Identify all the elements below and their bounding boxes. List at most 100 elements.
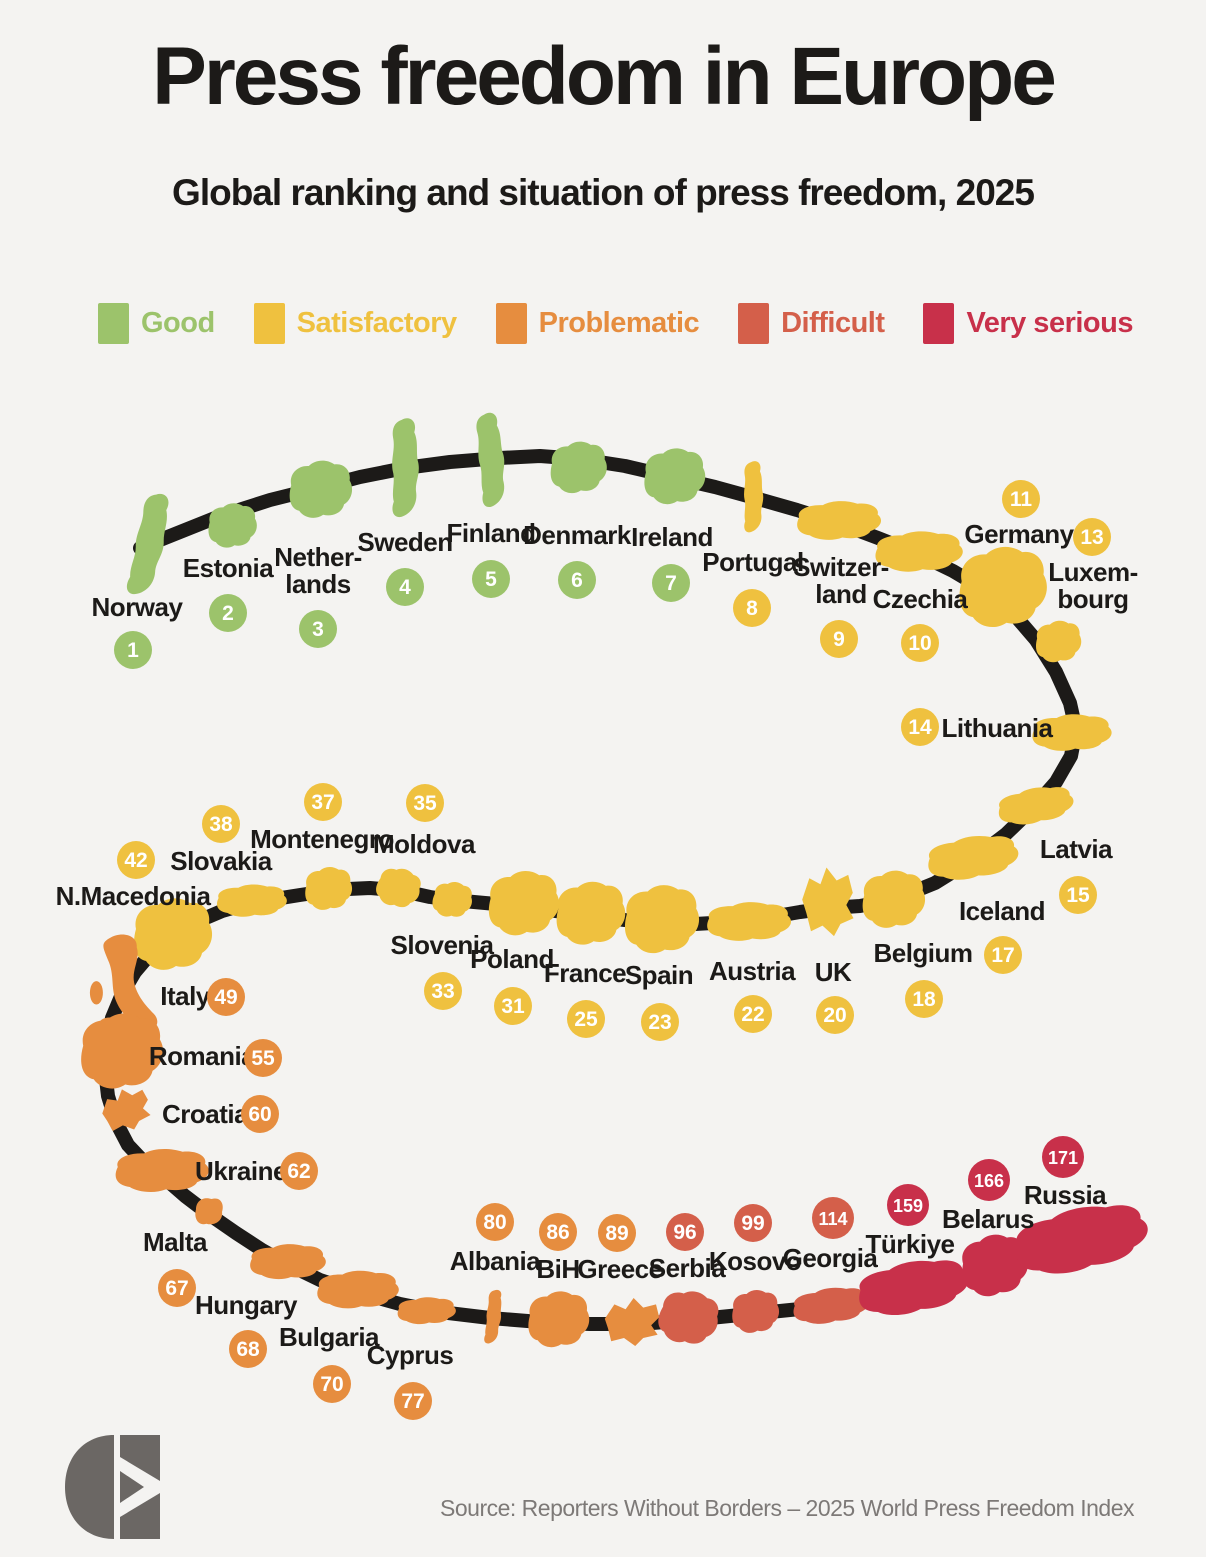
rank-badge-number: 80 xyxy=(483,1211,506,1234)
country-label-Lithuania: Lithuania xyxy=(941,713,1053,743)
page-subtitle: Global ranking and situation of press fr… xyxy=(172,172,1035,213)
rank-badge-number: 96 xyxy=(673,1221,696,1244)
legend-item-very_serious: Very serious xyxy=(923,303,1133,344)
country-label-BiH: BiH xyxy=(536,1254,579,1284)
rank-badge-circle xyxy=(820,620,858,658)
country-shape-Netherlands xyxy=(289,460,353,518)
country-label-Bulgaria: Bulgaria xyxy=(279,1322,380,1352)
country-label-Russia: Russia xyxy=(1024,1180,1107,1210)
legend-item-satisfactory: Satisfactory xyxy=(253,303,457,344)
country-label-Hungary: Hungary xyxy=(195,1290,298,1320)
country-label-Switzerland: Switzer-land xyxy=(793,552,889,609)
rank-badge-Netherlands: 3 xyxy=(299,610,337,648)
rank-badge-number: 25 xyxy=(574,1008,598,1031)
rank-badge-circle xyxy=(901,624,939,662)
rank-badge-circle xyxy=(641,1003,679,1041)
country-label-Greece: Greece xyxy=(577,1254,662,1284)
country-shape-Denmark xyxy=(550,441,607,494)
legend-item-difficult: Difficult xyxy=(738,303,885,344)
rank-badge-number: 166 xyxy=(974,1171,1004,1191)
country-shape-Latvia xyxy=(995,782,1076,829)
rank-badge-Spain: 23 xyxy=(641,1003,679,1041)
country-label-Slovakia: Slovakia xyxy=(170,846,273,876)
country-label-Georgia: Georgia xyxy=(783,1243,879,1273)
country-label-Albania: Albania xyxy=(450,1246,541,1276)
country-label-France: France xyxy=(544,958,626,988)
country-label-Netherlands: Nether-lands xyxy=(274,542,362,599)
rank-badge-Czechia: 10 xyxy=(901,624,939,662)
rank-badge-number: 62 xyxy=(287,1160,310,1183)
rank-badge-circle xyxy=(539,1213,577,1251)
legend-swatch-satisfactory xyxy=(253,303,285,344)
country-shape-Montenegro xyxy=(305,866,353,910)
legend-label: Problematic xyxy=(538,307,700,339)
rank-badge-circle xyxy=(280,1152,318,1190)
rank-badge-Austria: 22 xyxy=(734,995,772,1033)
rank-badge-circle xyxy=(901,708,939,746)
rank-badge-number: 42 xyxy=(124,849,147,872)
rank-badge-circle xyxy=(394,1382,432,1420)
rank-badge-number: 55 xyxy=(251,1047,275,1070)
rank-badge-circle xyxy=(202,805,240,843)
country-shape-UK xyxy=(799,865,857,939)
rank-badge-number: 1 xyxy=(127,639,139,662)
rank-badge-number: 18 xyxy=(912,988,936,1011)
rank-badge-number: 2 xyxy=(222,602,234,625)
rank-badge-circle xyxy=(652,564,690,602)
rank-badge-Latvia: 15 xyxy=(1059,876,1097,914)
rank-badge-Slovenia: 33 xyxy=(424,972,462,1010)
rank-badge-circle xyxy=(406,784,444,822)
rank-badge-number: 14 xyxy=(908,716,932,739)
rank-badge-circle xyxy=(887,1184,929,1226)
country-label-Austria: Austria xyxy=(709,956,796,986)
rank-badge-number: 68 xyxy=(236,1338,260,1361)
rank-badge-number: 23 xyxy=(648,1011,671,1034)
rank-badge-number: 67 xyxy=(165,1277,188,1300)
country-label-Romania: Romania xyxy=(149,1041,256,1071)
rank-badge-circle xyxy=(905,980,943,1018)
rank-badge-Germany: 11 xyxy=(1002,480,1040,518)
rank-badge-Ukraine: 62 xyxy=(280,1152,318,1190)
rank-badge-number: 10 xyxy=(908,632,931,655)
legend-swatch-difficult xyxy=(738,303,770,344)
legend-swatch-problematic xyxy=(495,303,527,344)
country-label-Cyprus: Cyprus xyxy=(367,1340,454,1370)
rank-badge-circle xyxy=(494,987,532,1025)
country-label-Germany: Germany xyxy=(964,519,1074,549)
country-label-N.Macedonia: N.Macedonia xyxy=(56,881,212,911)
country-label-Luxembourg: Luxem-bourg xyxy=(1048,557,1137,614)
country-label-Moldova: Moldova xyxy=(373,829,476,859)
rank-badge-circle xyxy=(209,594,247,632)
rank-badge-Malta: 67 xyxy=(158,1269,196,1307)
country-shape-Georgia xyxy=(791,1284,871,1327)
rank-badge-circle xyxy=(734,995,772,1033)
rank-badge-UK: 20 xyxy=(816,996,854,1034)
page-title: Press freedom in Europe xyxy=(152,31,1057,122)
country-shape-Iceland xyxy=(925,831,1021,884)
legend-label: Good xyxy=(141,307,215,339)
rank-badge-number: 99 xyxy=(741,1212,764,1235)
rank-badge-circle xyxy=(476,1203,514,1241)
rank-badge-N.Macedonia: 42 xyxy=(117,841,155,879)
rank-badge-Norway: 1 xyxy=(114,631,152,669)
rank-badge-number: 8 xyxy=(746,597,758,620)
rank-badge-circle xyxy=(386,568,424,606)
rank-badge-circle xyxy=(1002,480,1040,518)
country-label-Slovenia: Slovenia xyxy=(391,930,495,960)
rank-badge-BiH: 86 xyxy=(539,1213,577,1251)
rank-badge-circle xyxy=(472,560,510,598)
country-label-Montenegro: Montenegro xyxy=(250,824,394,854)
rank-badge-number: 15 xyxy=(1066,884,1090,907)
country-label-Finland: Finland xyxy=(447,518,536,548)
legend-item-good: Good xyxy=(98,303,215,344)
rank-badge-Belgium: 18 xyxy=(905,980,943,1018)
rank-badge-circle xyxy=(304,783,342,821)
rank-badge-Ireland: 7 xyxy=(652,564,690,602)
rank-badge-number: 60 xyxy=(248,1103,271,1126)
country-shape-Sweden xyxy=(389,417,421,518)
rank-badge-Türkiye: 159 xyxy=(887,1184,929,1226)
country-shape-Belgium xyxy=(862,870,926,928)
rank-badge-Serbia: 96 xyxy=(666,1213,704,1251)
